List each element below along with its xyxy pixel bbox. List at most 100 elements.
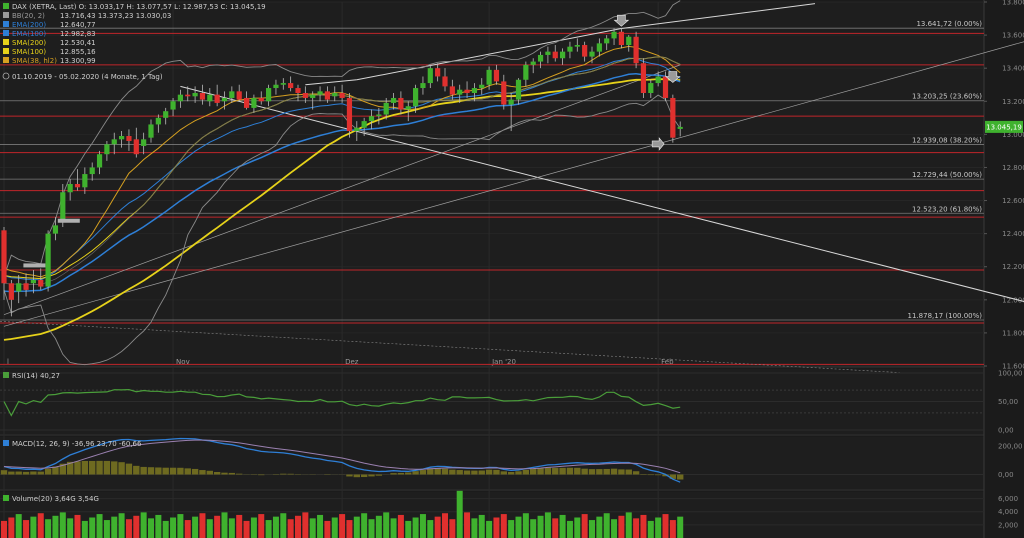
- volume-bar: [103, 520, 110, 538]
- macd-hist-bar: [162, 467, 169, 475]
- macd-hist-bar: [647, 474, 654, 476]
- trend-line: [621, 3, 816, 29]
- volume-bar: [118, 513, 125, 538]
- volume-bar: [456, 490, 463, 538]
- legend-label: EMA(100): [12, 30, 46, 38]
- x-tick-label: Jan '20: [491, 358, 516, 366]
- macd-hist-bar: [625, 469, 632, 475]
- legend-value: 12.982,83: [60, 30, 96, 38]
- macd-hist-bar: [485, 469, 493, 475]
- macd-hist-bar: [118, 462, 125, 475]
- volume-bar: [640, 514, 647, 538]
- candle-body: [427, 68, 433, 84]
- volume-bar: [574, 517, 581, 538]
- macd-hist-bar: [74, 461, 81, 475]
- candle-body: [185, 94, 191, 97]
- candle-body: [104, 144, 110, 155]
- price-tick-label: 11.600,00: [1002, 363, 1024, 371]
- macd-hist-bar: [191, 468, 199, 475]
- price-tick-label: 12.000,00: [1002, 296, 1024, 304]
- price-tick-label: 12.800,00: [1002, 164, 1024, 172]
- macd-hist-bar: [133, 465, 140, 475]
- candle-body: [288, 83, 294, 89]
- volume-bar: [125, 519, 132, 538]
- volume-bar: [295, 515, 301, 538]
- fib-label: 12.939,08 (38.20%): [912, 136, 982, 144]
- price-tick-label: 13.600,00: [1002, 32, 1024, 40]
- candle-body: [111, 139, 117, 145]
- candle-body: [339, 93, 345, 98]
- rsi-line: [3, 388, 681, 417]
- macd-hist-bar: [463, 470, 471, 475]
- macd-hist-bar: [456, 470, 463, 475]
- volume-color-icon: [3, 495, 9, 501]
- candle-body: [8, 283, 14, 300]
- bb-upper-line: [3, 0, 681, 277]
- volume-bar: [353, 516, 360, 538]
- macd-hist-bar: [360, 474, 368, 478]
- macd-hist-bar: [530, 469, 537, 475]
- macd-hist-bar: [66, 461, 74, 475]
- macd-hist-bar: [280, 473, 287, 475]
- volume-bar: [515, 516, 522, 538]
- macd-hist-bar: [574, 467, 581, 475]
- gap-marker: [23, 263, 46, 268]
- macd-hist-bar: [125, 463, 133, 475]
- fib-label: 13.641,72 (0.00%): [916, 20, 982, 28]
- macd-hist-bar: [89, 460, 96, 475]
- legend-value: 12.640,77: [60, 21, 96, 29]
- candle-body: [648, 83, 654, 93]
- volume-bar: [596, 516, 603, 538]
- candle-body: [251, 97, 257, 108]
- volume-bar: [339, 514, 346, 538]
- candle-body: [141, 139, 147, 146]
- legend-value: 13.300,99: [60, 57, 96, 65]
- volume-bar: [148, 518, 154, 538]
- volume-bar: [464, 512, 471, 538]
- volume-bar: [346, 520, 353, 538]
- header-range: 01.10.2019 - 05.02.2020 (4 Monate, 1 Tag…: [12, 73, 163, 81]
- volume-bar: [405, 520, 412, 538]
- volume-bar: [45, 519, 52, 538]
- legend-value: 13.716,43 13.373,23 13.030,03: [60, 12, 171, 20]
- volume-bar: [331, 517, 338, 538]
- volume-bar: [390, 518, 397, 538]
- macd-hist-bar: [478, 470, 485, 475]
- volume-bar: [669, 520, 676, 538]
- candle-body: [133, 139, 139, 155]
- candle-body: [493, 69, 500, 82]
- macd-hist-bar: [559, 467, 566, 475]
- macd-hist-bar: [228, 472, 236, 475]
- marker-arrow-icon: [651, 137, 665, 151]
- volume-bar: [552, 518, 559, 538]
- volume-bar: [184, 520, 191, 538]
- volume-bar: [199, 513, 206, 538]
- volume-bar: [368, 519, 375, 538]
- macd-hist-bar: [449, 469, 456, 475]
- volume-bar: [1, 520, 7, 538]
- volume-bar: [625, 512, 632, 538]
- candle-body: [199, 93, 206, 100]
- volume-bar: [589, 520, 595, 538]
- current-price-label: 13.045,19: [986, 123, 1022, 131]
- current-price-tag: [985, 120, 1023, 133]
- price-tick-label: 12.400,00: [1002, 230, 1024, 238]
- macd-hist-bar: [221, 472, 228, 475]
- volume-bar: [324, 520, 331, 538]
- channel-line: [3, 64, 681, 316]
- candle-body: [221, 97, 228, 102]
- macd-hist-bar: [184, 468, 191, 475]
- rsi-axis-label: 50,00: [998, 398, 1018, 406]
- volume-bar: [89, 517, 96, 538]
- macd-hist-bar: [640, 473, 647, 475]
- candle-body: [332, 93, 338, 97]
- volume-bar: [81, 520, 88, 538]
- candle-body: [346, 97, 353, 132]
- volume-bar: [74, 514, 81, 538]
- volume-bar: [449, 519, 456, 538]
- macd-hist-bar: [353, 474, 360, 478]
- candle-body: [442, 76, 448, 87]
- candle-body: [508, 99, 514, 105]
- candle-body: [486, 69, 492, 85]
- candle-body: [545, 51, 551, 55]
